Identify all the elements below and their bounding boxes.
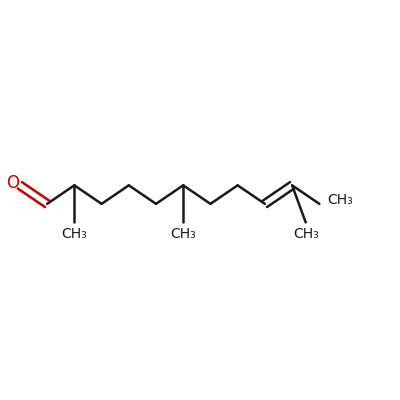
- Text: O: O: [7, 174, 20, 192]
- Text: CH₃: CH₃: [62, 227, 87, 241]
- Text: CH₃: CH₃: [293, 227, 318, 241]
- Text: CH₃: CH₃: [328, 193, 354, 207]
- Text: CH₃: CH₃: [170, 227, 196, 241]
